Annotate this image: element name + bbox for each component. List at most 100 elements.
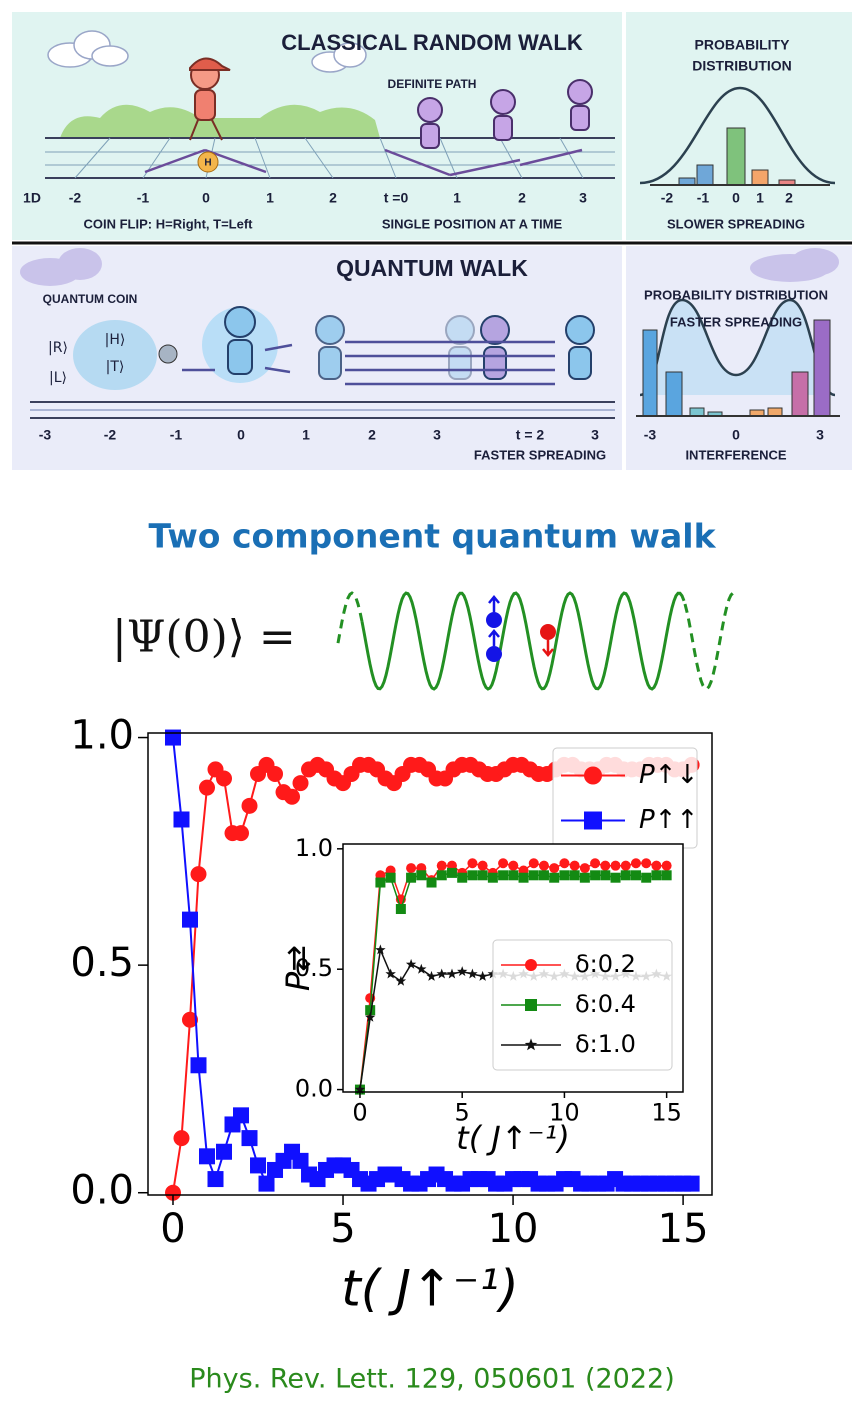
data-point xyxy=(395,975,407,986)
legend: P↑↓ P↑↑ xyxy=(552,747,698,849)
data-point xyxy=(292,1152,309,1169)
data-point xyxy=(436,860,447,871)
data-point xyxy=(661,870,672,881)
axis-label: 0 xyxy=(237,427,245,443)
note: QUANTUM COIN xyxy=(43,292,138,306)
data-point xyxy=(233,1107,250,1124)
x-tick-label: 10 xyxy=(549,1099,580,1127)
data-point xyxy=(538,870,549,881)
panel-title: QUANTUM WALK xyxy=(336,255,528,281)
legend-marker xyxy=(524,1038,538,1051)
hist-label: 0 xyxy=(732,190,740,206)
spin-up xyxy=(488,595,500,646)
axis-label: -2 xyxy=(69,190,82,206)
data-point xyxy=(549,872,560,883)
data-point xyxy=(190,866,207,883)
atom xyxy=(540,624,556,640)
quantum-panel: QUANTUM WALK QUANTUM COIN |R⟩ |L⟩ |H⟩ |T… xyxy=(12,246,852,470)
caption: SLOWER SPREADING xyxy=(667,216,805,231)
axis-label: -1 xyxy=(170,427,183,443)
data-point xyxy=(354,1084,366,1094)
data-point xyxy=(661,860,672,871)
data-point xyxy=(416,963,427,974)
legend-label: P↑↓ xyxy=(639,760,698,790)
x-tick-label: 5 xyxy=(330,1206,355,1252)
cloud xyxy=(20,248,839,286)
data-point xyxy=(258,1175,275,1192)
data-point xyxy=(610,872,621,883)
caption: INTERFERENCE xyxy=(685,447,786,462)
data-point xyxy=(538,860,549,871)
data-point xyxy=(436,870,447,881)
data-point xyxy=(190,1057,207,1074)
data-point xyxy=(498,870,509,881)
axis-label: -1 xyxy=(137,190,150,206)
legend-marker xyxy=(525,999,537,1011)
data-point xyxy=(426,877,437,888)
data-point xyxy=(467,858,478,869)
y-tick-label: 0.0 xyxy=(70,1168,134,1214)
data-point xyxy=(426,970,437,981)
caption: SINGLE POSITION AT A TIME xyxy=(382,216,563,231)
data-point xyxy=(610,860,621,871)
data-point xyxy=(498,858,509,869)
data-point xyxy=(590,870,601,881)
data-point xyxy=(600,860,611,871)
legend-marker xyxy=(584,766,602,785)
y-tick-label: 1.0 xyxy=(295,834,333,862)
axis-label: 2 xyxy=(368,427,376,443)
data-point xyxy=(385,968,396,979)
data-point xyxy=(199,779,216,796)
bushes xyxy=(60,104,380,138)
data-point xyxy=(181,911,198,928)
data-point xyxy=(216,1143,233,1160)
state: |L⟩ xyxy=(49,370,67,386)
data-point xyxy=(569,870,580,881)
data-point xyxy=(199,1148,216,1165)
bell-curve xyxy=(639,86,836,185)
data-point xyxy=(365,1011,376,1022)
legend-label: δ:0.4 xyxy=(575,990,636,1018)
legend: δ:0.2 δ:0.4 δ:1.0 xyxy=(492,939,673,1071)
data-point xyxy=(164,729,181,746)
axis-label: 1 xyxy=(453,190,461,206)
data-point xyxy=(173,811,190,828)
x-tick-label: 0 xyxy=(160,1206,185,1252)
arrows xyxy=(182,340,555,386)
data-point xyxy=(457,872,468,883)
data-point xyxy=(365,1005,376,1016)
data-point xyxy=(375,877,386,888)
x-axis-label: t( J↑⁻¹) xyxy=(341,1260,519,1318)
x-tick-label: 0 xyxy=(352,1099,367,1127)
data-point xyxy=(164,1184,181,1201)
x-tick-label: 15 xyxy=(651,1099,682,1127)
data-point xyxy=(620,870,631,881)
data-point xyxy=(579,863,590,874)
coin xyxy=(197,151,219,173)
data-point xyxy=(683,1175,700,1192)
arrows xyxy=(144,148,583,177)
data-point xyxy=(250,1157,267,1174)
axis-label: t = 2 xyxy=(516,427,545,443)
data-point xyxy=(487,872,498,883)
data-point xyxy=(292,775,309,792)
data-point xyxy=(559,870,570,881)
dist-title: PROBABILITY xyxy=(695,37,791,53)
data-point xyxy=(375,944,386,955)
ground xyxy=(30,401,615,419)
legend-label: P↑↑ xyxy=(639,805,698,835)
axis-label: 2 xyxy=(329,190,337,206)
y-tick-label: 0.5 xyxy=(295,954,333,982)
citation: Phys. Rev. Lett. 129, 050601 (2022) xyxy=(189,1364,674,1395)
data-point xyxy=(233,825,250,842)
data-point xyxy=(405,958,417,969)
classical-panel: H CLASSICAL RANDOM WALK DEFINITE PATH PR… xyxy=(12,12,852,240)
data-point xyxy=(508,860,519,871)
axis-label: 3 xyxy=(579,190,587,206)
data-point xyxy=(651,860,662,871)
states: |R⟩ |L⟩ |H⟩ |T⟩ xyxy=(48,332,125,386)
data-point xyxy=(620,860,631,871)
data-point xyxy=(416,870,427,881)
dist-title: PROBABILITY DISTRIBUTION xyxy=(644,287,828,302)
hist-label: 0 xyxy=(732,427,740,443)
